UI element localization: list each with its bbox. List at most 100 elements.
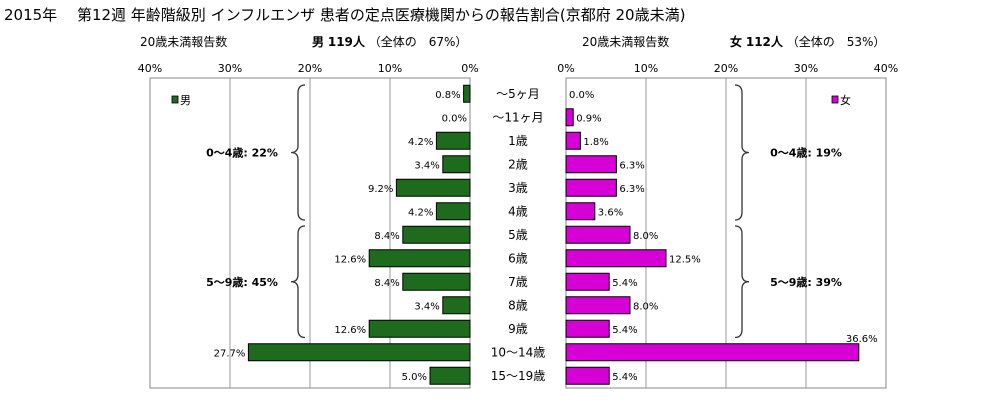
male-value-label: 4.2% bbox=[408, 137, 433, 148]
female-tick-label: 30% bbox=[794, 62, 818, 75]
female-bar bbox=[565, 108, 574, 127]
male-header-count: 119人 bbox=[327, 35, 365, 49]
age-label: 〜11ヶ月 bbox=[492, 110, 543, 124]
female-value-label: 5.4% bbox=[612, 278, 637, 289]
male-group-brace bbox=[290, 225, 306, 339]
female-header-count: 112人 bbox=[745, 35, 783, 49]
female-value-label: 5.4% bbox=[612, 325, 637, 336]
female-value-label: 0.0% bbox=[569, 90, 594, 101]
male-bar bbox=[368, 319, 471, 338]
female-legend-label: 女 bbox=[840, 93, 851, 107]
female-group-label: 5〜9歳: 39% bbox=[770, 275, 842, 289]
male-bar bbox=[395, 178, 471, 197]
age-label: 3歳 bbox=[508, 181, 528, 195]
age-label: 9歳 bbox=[508, 322, 528, 336]
male-value-label: 0.8% bbox=[435, 90, 460, 101]
male-value-label: 27.7% bbox=[214, 348, 246, 359]
male-value-label: 3.4% bbox=[414, 301, 439, 312]
male-value-label: 4.2% bbox=[408, 207, 433, 218]
male-tick-label: 30% bbox=[218, 62, 242, 75]
male-group-label: 5〜9歳: 45% bbox=[206, 275, 278, 289]
male-header-share: （全体の 67%） bbox=[368, 35, 468, 49]
age-label: 5歳 bbox=[508, 228, 528, 242]
male-bar bbox=[435, 131, 471, 150]
age-label: 4歳 bbox=[508, 204, 528, 218]
male-value-label: 12.6% bbox=[334, 325, 366, 336]
male-bar bbox=[402, 272, 471, 291]
male-tick-label: 10% bbox=[378, 62, 402, 75]
female-group-brace bbox=[734, 225, 750, 339]
male-value-label: 3.4% bbox=[414, 160, 439, 171]
age-labels: 〜5ヶ月〜11ヶ月 1歳 2歳 3歳 4歳 5歳 6歳 7歳 8歳 9歳 10〜14歳 15〜19歳 bbox=[491, 87, 546, 383]
age-label: 6歳 bbox=[508, 251, 528, 265]
male-value-label: 8.4% bbox=[374, 278, 399, 289]
male-bar bbox=[442, 296, 471, 315]
male-plot-area: 0.8% 0.0% 4.2% 3.4% 9.2% 4.2% 8.4% 12.6% 8.4% 3.4… bbox=[149, 77, 471, 389]
male-bar bbox=[247, 343, 471, 362]
female-value-label: 36.6% bbox=[846, 334, 878, 345]
female-group-label: 0〜4歳: 19% bbox=[770, 146, 842, 160]
female-bar bbox=[565, 225, 631, 244]
female-header: 女 112人 （全体の 53%） bbox=[730, 33, 885, 50]
male-bar bbox=[429, 366, 471, 385]
female-bar bbox=[565, 178, 617, 197]
female-header-sex: 女 bbox=[730, 35, 743, 49]
legends: 男女 bbox=[171, 93, 851, 107]
female-value-label: 6.3% bbox=[619, 160, 644, 171]
male-legend-label: 男 bbox=[180, 94, 191, 107]
female-plot-area: 0.0% 0.9% 1.8% 6.3% 6.3% 3.6% 8.0% 12.5% 5.4% 8.0… bbox=[565, 77, 887, 389]
female-bar bbox=[565, 202, 596, 221]
female-bar bbox=[565, 249, 667, 268]
age-label: 15〜19歳 bbox=[491, 369, 546, 383]
female-tick-label: 20% bbox=[714, 62, 738, 75]
male-header: 男 119人 （全体の 67%） bbox=[312, 33, 467, 50]
male-value-label: 0.0% bbox=[442, 113, 467, 124]
male-tick-label: 20% bbox=[298, 62, 322, 75]
male-bar bbox=[463, 84, 471, 103]
female-value-label: 6.3% bbox=[619, 184, 644, 195]
male-bar bbox=[435, 202, 471, 221]
male-bar bbox=[402, 225, 471, 244]
female-value-label: 1.8% bbox=[583, 137, 608, 148]
female-tick-label: 10% bbox=[634, 62, 658, 75]
female-value-label: 8.0% bbox=[633, 231, 658, 242]
male-value-label: 5.0% bbox=[402, 372, 427, 383]
female-tick-label: 0% bbox=[557, 62, 574, 75]
age-label: 7歳 bbox=[508, 275, 528, 289]
male-header-label: 20歳未満報告数 bbox=[140, 35, 228, 49]
female-bar bbox=[565, 131, 581, 150]
female-header-share: （全体の 53%） bbox=[786, 35, 886, 49]
female-bar bbox=[565, 366, 610, 385]
age-label: 2歳 bbox=[508, 157, 528, 171]
male-value-label: 12.6% bbox=[334, 254, 366, 265]
female-bar bbox=[565, 343, 860, 362]
female-legend-swatch bbox=[831, 95, 839, 104]
age-label: 8歳 bbox=[508, 298, 528, 312]
male-value-label: 9.2% bbox=[368, 184, 393, 195]
male-legend-swatch bbox=[171, 95, 179, 104]
female-value-label: 3.6% bbox=[598, 207, 623, 218]
female-bar bbox=[565, 319, 610, 338]
axis-ticks: 40% 30% 20% 10% 0% 0% 10% 20% 30% 40% bbox=[138, 62, 898, 75]
male-header-sex: 男 bbox=[312, 35, 325, 49]
female-group-brace bbox=[734, 84, 750, 221]
female-bar bbox=[565, 272, 610, 291]
age-label: 10〜14歳 bbox=[491, 345, 546, 359]
male-bar bbox=[442, 155, 471, 174]
chart-title: 2015年 第12週 年齢階級別 インフルエンザ 患者の定点医療機関からの報告割… bbox=[4, 6, 686, 24]
age-label: 1歳 bbox=[508, 134, 528, 148]
male-tick-label: 40% bbox=[138, 62, 162, 75]
male-group-brace bbox=[290, 84, 306, 221]
female-tick-label: 40% bbox=[874, 62, 898, 75]
age-label: 〜5ヶ月 bbox=[496, 87, 540, 101]
female-value-label: 0.9% bbox=[576, 113, 601, 124]
female-value-label: 12.5% bbox=[669, 254, 701, 265]
female-header-label: 20歳未満報告数 bbox=[582, 35, 670, 49]
male-tick-label: 0% bbox=[461, 62, 478, 75]
male-bar bbox=[368, 249, 471, 268]
male-group-label: 0〜4歳: 22% bbox=[206, 146, 278, 160]
female-value-label: 5.4% bbox=[612, 372, 637, 383]
male-value-label: 8.4% bbox=[374, 231, 399, 242]
female-bar bbox=[565, 296, 631, 315]
